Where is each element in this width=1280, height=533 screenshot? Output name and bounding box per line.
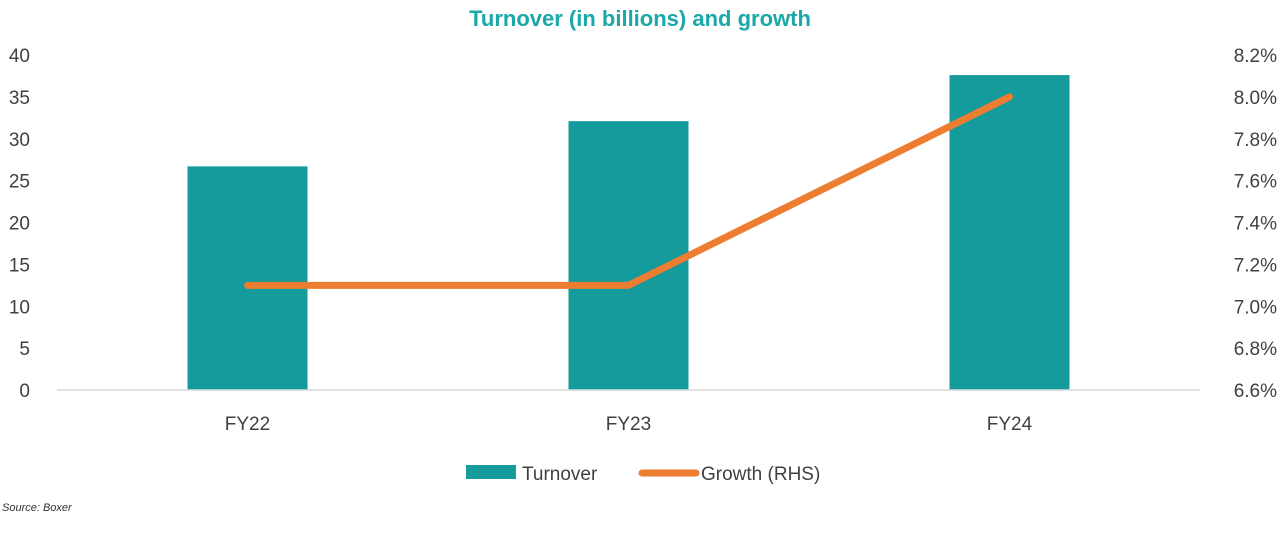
y-tick-label: 15 [9,255,30,276]
x-tick-label: FY24 [987,414,1033,435]
legend-swatch-turnover [466,465,516,479]
legend-label-turnover: Turnover [522,464,598,485]
source-note: Source: Boxer [2,502,73,514]
y2-tick-label: 7.8% [1234,130,1277,151]
y-tick-label: 0 [19,381,30,402]
y-tick-label: 5 [19,339,30,360]
y-tick-label: 20 [9,214,30,235]
y-tick-label: 35 [9,88,30,109]
y2-tick-label: 7.6% [1234,172,1277,193]
y-tick-label: 25 [9,172,30,193]
y2-tick-label: 7.4% [1234,214,1277,235]
legend: Turnover Growth (RHS) [466,464,820,485]
y2-tick-label: 8.2% [1234,46,1277,67]
y2-tick-label: 6.6% [1234,381,1277,402]
y2-tick-label: 8.0% [1234,88,1277,109]
chart-title: Turnover (in billions) and growth [469,6,811,31]
y2-tick-label: 7.2% [1234,255,1277,276]
bar-fy23 [568,121,689,390]
y2-tick-label: 6.8% [1234,339,1277,360]
y-tick-label: 10 [9,297,30,318]
bar-fy24 [949,75,1070,390]
y2-tick-label: 7.0% [1234,297,1277,318]
legend-label-growth: Growth (RHS) [701,464,820,485]
growth-point-fy22 [244,282,251,289]
y-tick-label: 30 [9,130,30,151]
x-tick-label: FY22 [225,414,270,435]
growth-point-fy23 [625,282,632,289]
bar-fy22 [187,166,308,390]
y-tick-label: 40 [9,46,30,67]
growth-point-fy24 [1006,93,1013,100]
x-tick-label: FY23 [606,414,651,435]
